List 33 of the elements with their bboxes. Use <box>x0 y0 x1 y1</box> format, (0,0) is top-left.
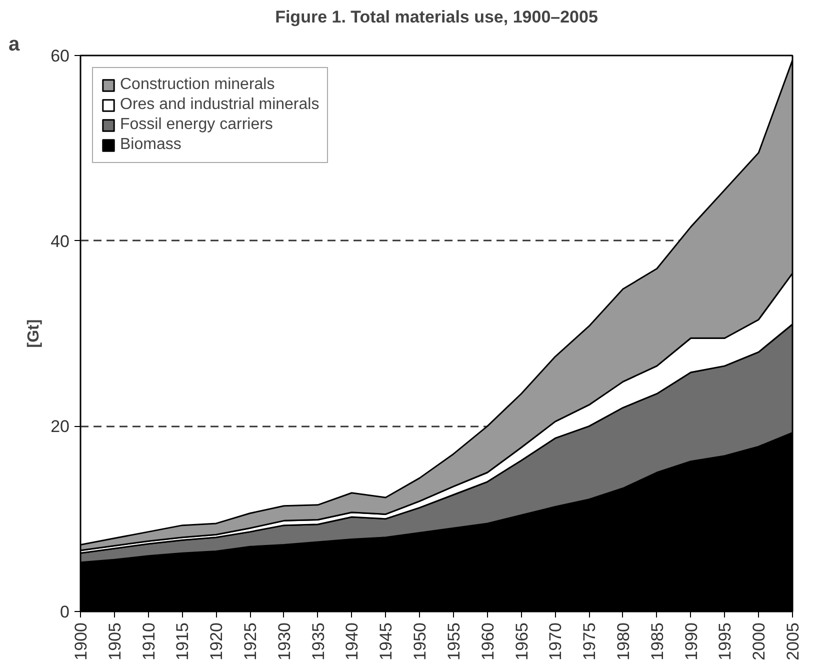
chart-title: Figure 1. Total materials use, 1900–2005 <box>275 8 598 26</box>
x-tick-label: 1925 <box>241 622 260 660</box>
x-tick-label: 1955 <box>444 622 464 660</box>
x-tick-label: 1950 <box>410 622 430 660</box>
x-tick-label: 1975 <box>580 622 600 660</box>
x-tick-label: 1965 <box>512 622 532 660</box>
x-tick-label: 1940 <box>342 622 362 660</box>
x-tick-label: 1905 <box>105 622 124 660</box>
legend-label: Fossil energy carriers <box>120 116 273 134</box>
y-axis-title: [Gt] <box>26 319 43 348</box>
x-tick-label: 1995 <box>716 622 735 660</box>
x-tick-label: 1910 <box>139 622 158 660</box>
y-tick-label: 20 <box>50 417 70 436</box>
x-tick-label: 1930 <box>274 622 294 660</box>
x-tick-label: 1935 <box>308 622 328 660</box>
x-tick-label: 1915 <box>173 622 192 660</box>
x-tick-label: 1920 <box>207 622 226 660</box>
x-tick-label: 1980 <box>614 622 633 660</box>
x-tick-label: 2005 <box>784 622 802 660</box>
legend-label: Construction minerals <box>120 76 275 94</box>
x-tick-label: 2000 <box>750 622 769 660</box>
legend-label: Ores and industrial minerals <box>120 96 320 114</box>
y-tick-label: 40 <box>50 232 70 251</box>
y-tick-label: 60 <box>50 46 70 66</box>
x-tick-label: 1985 <box>648 622 667 660</box>
x-tick-label: 1945 <box>376 622 396 660</box>
x-tick-label: 1900 <box>72 622 90 660</box>
x-tick-label: 1970 <box>546 622 566 660</box>
legend-label: Biomass <box>120 136 182 154</box>
x-tick-label: 1960 <box>478 622 498 660</box>
y-tick-label: 0 <box>60 602 70 622</box>
x-tick-label: 1990 <box>682 622 701 660</box>
text: a <box>8 34 20 56</box>
